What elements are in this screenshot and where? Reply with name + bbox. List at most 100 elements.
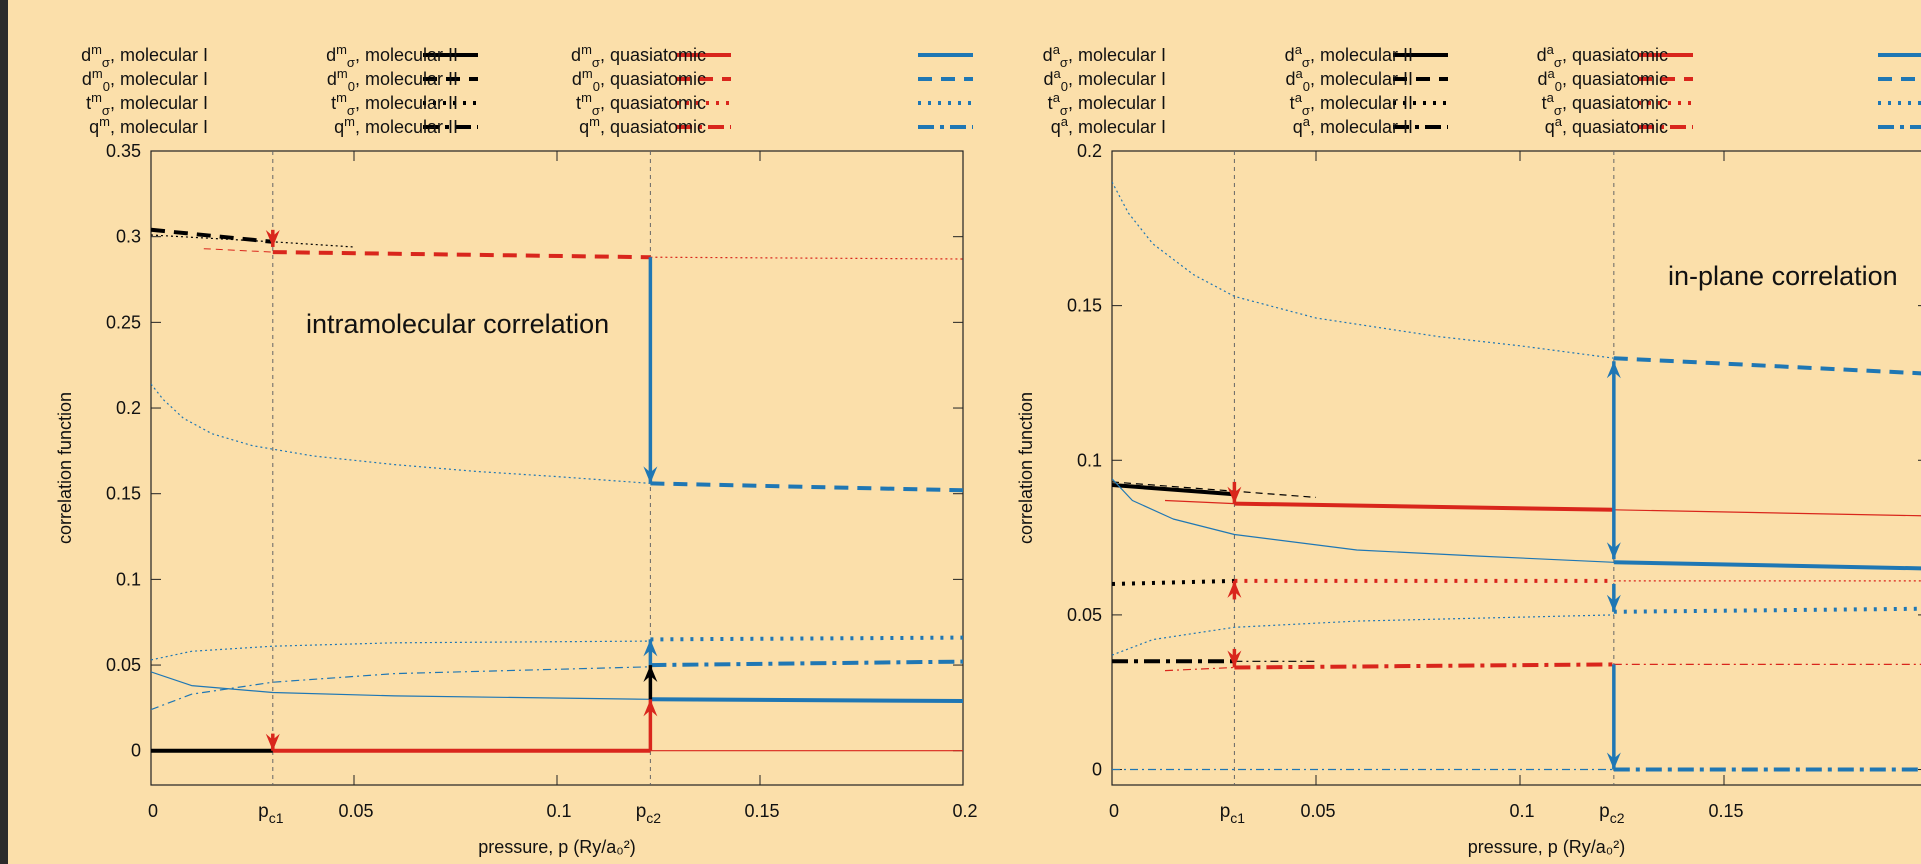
legend-phase: , molecular I <box>1068 69 1166 89</box>
legend-subscript: σ <box>1060 55 1068 70</box>
y-tick-label: 0.1 <box>1077 450 1102 470</box>
legend-subscript: σ <box>592 103 600 118</box>
series-line <box>1112 481 1317 498</box>
legend-symbol: t <box>331 93 336 113</box>
critical-pressure-label: pc1 <box>258 801 284 826</box>
legend-symbol: t <box>1048 93 1053 113</box>
critical-pressure-label: pc2 <box>1599 801 1625 826</box>
legend-label: daσ, molecular I <box>1043 42 1166 70</box>
series-line <box>1112 483 1235 497</box>
y-axis-label: correlation function <box>55 392 75 544</box>
legend-superscript: a <box>1053 66 1061 81</box>
legend-subscript: σ <box>102 55 110 70</box>
x-axis-label: pressure, p (Ry/a₀²) <box>478 837 636 857</box>
x-tick-label: 0.05 <box>338 801 373 821</box>
y-tick-label: 0.05 <box>106 655 141 675</box>
legend-superscript: a <box>1295 90 1303 105</box>
plot-area <box>151 227 963 753</box>
legend-superscript: a <box>1053 90 1061 105</box>
legend-phase: , molecular II <box>355 117 458 137</box>
legend-phase: , quasiatomic <box>1562 69 1668 89</box>
legend-label: daσ, molecular II <box>1285 42 1413 70</box>
series-line <box>1112 478 1614 563</box>
legend-label: tmσ, molecular I <box>86 90 208 118</box>
legend-subscript: σ <box>1302 103 1310 118</box>
series-line <box>650 697 963 703</box>
legend-phase: , quasiatomic <box>600 69 706 89</box>
y-tick-label: 0.15 <box>106 484 141 504</box>
arrow-head <box>1227 580 1242 598</box>
critical-pressure-subscript: c2 <box>1610 810 1625 826</box>
legend-phase: , molecular I <box>1068 93 1166 113</box>
series-line <box>151 234 355 248</box>
legend-label: tmσ, molecular II <box>331 90 458 118</box>
x-tick-label: 0.1 <box>546 801 571 821</box>
plot-frame <box>1111 150 1921 786</box>
series-line <box>1234 501 1614 512</box>
arrow-head <box>265 229 280 247</box>
legend-symbol: t <box>576 93 581 113</box>
series-line <box>1164 499 1235 505</box>
legend-superscript: a <box>1555 114 1563 129</box>
legend-symbol: d <box>81 45 91 65</box>
chart-annotation: in-plane correlation <box>1668 261 1898 291</box>
legend-label: qm, molecular II <box>334 114 458 137</box>
figure-canvas: 0 0.05 0.1 0.15 0.2 0.25 0.3 0.35 0 0.05 0.1 0.15 0.… <box>8 0 1921 864</box>
arrow-head <box>1606 361 1621 379</box>
legend-symbol: d <box>1537 45 1547 65</box>
legend-symbol: q <box>89 117 99 137</box>
legend-label: dm0, quasiatomic <box>572 66 706 94</box>
legend-phase: , molecular II <box>355 69 458 89</box>
arrow-head <box>643 466 658 484</box>
series-line <box>650 481 963 493</box>
legend-phase: , molecular II <box>355 93 458 113</box>
legend-symbol: q <box>1051 117 1061 137</box>
legend-phase: , molecular II <box>1310 117 1413 137</box>
plot-area <box>1112 181 1921 772</box>
legend-subscript: 0 <box>593 79 600 94</box>
critical-pressure-subscript: c1 <box>269 810 284 826</box>
y-axis-label: correlation function <box>1016 392 1036 544</box>
charts-svg: 0 0.05 0.1 0.15 0.2 0.25 0.3 0.35 0 0.05 0.1 0.15 0.… <box>55 42 1921 857</box>
legend-symbol: d <box>571 45 581 65</box>
x-tick-label: 0 <box>1109 801 1119 821</box>
legend-phase: , molecular II <box>355 45 458 65</box>
x-tick-label: 0.05 <box>1300 801 1335 821</box>
legend-phase: , molecular II <box>1310 69 1413 89</box>
arrow-head <box>1227 650 1242 668</box>
critical-pressure-subscript: c2 <box>646 810 661 826</box>
critical-pressure-label: pc1 <box>1220 801 1246 826</box>
legend-phase: , quasiatomic <box>1562 117 1668 137</box>
series-line <box>151 227 273 244</box>
legend-symbol: d <box>1043 45 1053 65</box>
legend-superscript: m <box>91 90 102 105</box>
series-line <box>151 671 651 700</box>
legend-phase: , quasiatomic <box>1562 93 1668 113</box>
legend-symbol: t <box>86 93 91 113</box>
legend-superscript: m <box>581 90 592 105</box>
y-tick-label: 0.3 <box>116 227 141 247</box>
legend-subscript: 0 <box>1061 79 1068 94</box>
legend-symbol: d <box>1537 69 1547 89</box>
x-tick-label: 0.15 <box>744 801 779 821</box>
legend-superscript: a <box>1303 114 1311 129</box>
legend-superscript: a <box>1053 42 1061 57</box>
legend-label: dmσ, quasiatomic <box>571 42 706 70</box>
series-line <box>1613 356 1921 376</box>
series-line <box>1613 509 1921 517</box>
legend-superscript: m <box>589 114 600 129</box>
arrow-head <box>1606 752 1621 770</box>
legend-symbol: q <box>1545 117 1555 137</box>
arrow-head <box>265 733 280 751</box>
legend-phase: , quasiatomic <box>600 117 706 137</box>
legend-phase: , quasiatomic <box>600 45 706 65</box>
x-tick-label: 0.2 <box>952 801 977 821</box>
legend-label: qm, quasiatomic <box>579 114 706 137</box>
legend-symbol: d <box>1285 69 1295 89</box>
legend-phase: , quasiatomic <box>600 93 706 113</box>
legend-symbol: d <box>1043 69 1053 89</box>
legend-subscript: σ <box>1302 55 1310 70</box>
legend-symbol: d <box>572 69 582 89</box>
arrow-head <box>643 665 658 683</box>
series-line <box>151 640 651 661</box>
